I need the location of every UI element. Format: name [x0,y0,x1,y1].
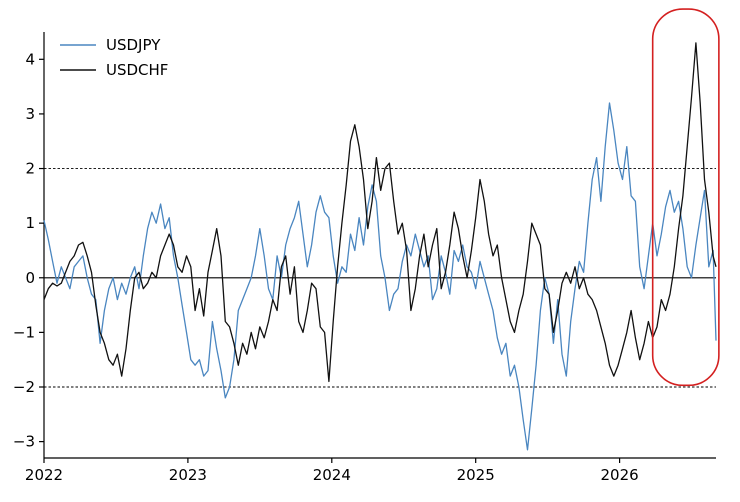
series-line-usdchf [43,42,717,383]
x-tick-label-2: 2024 [313,466,351,484]
series-line-usdjpy [43,102,717,451]
y-tick-label-1: 3 [25,105,35,123]
y-tick-label-5: −1 [13,323,35,341]
y-tick-label-7: −3 [13,433,35,451]
x-tick-label-0: 2022 [25,466,63,484]
x-tick-label-3: 2025 [457,466,495,484]
x-tick-label-4: 2026 [600,466,638,484]
y-tick-label-6: −2 [13,378,35,396]
plot-area: 4 3 2 1 0 −1 −2 −3 2022 2023 2024 2025 2026 [13,8,720,484]
highlight-box [651,8,720,387]
x-tick-label-1: 2023 [169,466,207,484]
legend-label-usdchf: USDCHF [106,61,168,79]
y-tick-label-4: 0 [25,269,35,287]
legend: USDJPY USDCHF [60,36,168,79]
y-tick-label-3: 1 [25,214,35,232]
y-tick-label-0: 4 [25,50,35,68]
y-tick-label-2: 2 [25,160,35,178]
legend-label-usdjpy: USDJPY [106,36,161,54]
